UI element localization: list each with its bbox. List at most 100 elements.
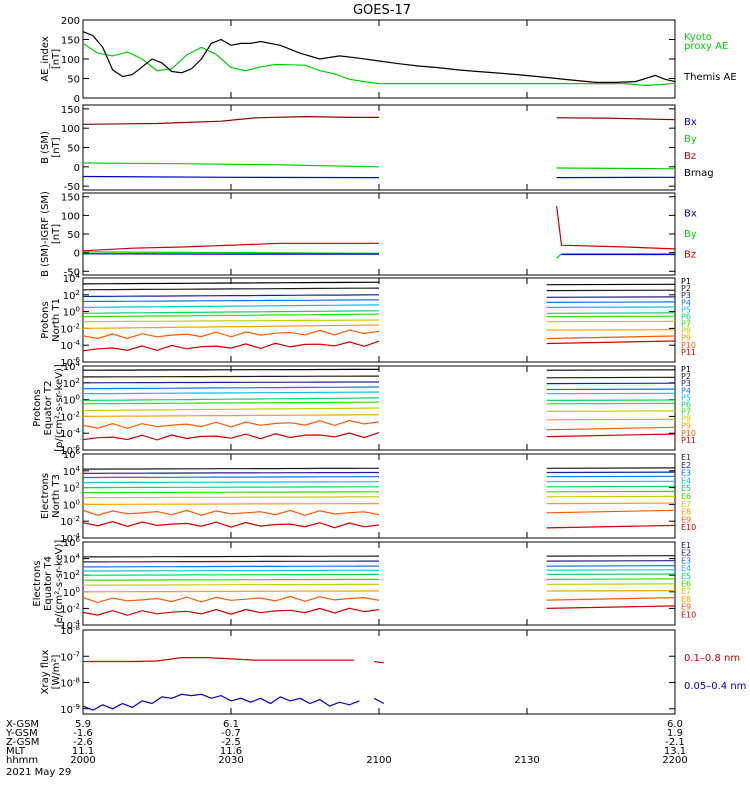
channel-line xyxy=(82,281,380,285)
y-axis-label: Xray flux[W/m²] xyxy=(40,650,62,695)
y-tick-label: 10-4 xyxy=(60,532,80,545)
legend-entry: Kyoto xyxy=(684,32,712,43)
footer-value: 11.6 xyxy=(220,746,242,757)
channel-line-late xyxy=(546,502,676,505)
channel-line xyxy=(82,324,380,329)
channel-line-late xyxy=(546,524,676,529)
series-line-0-05-0-4-nm xyxy=(82,693,360,711)
channel-line xyxy=(82,607,380,616)
channel-line xyxy=(83,590,379,593)
y-tick-label: 100 xyxy=(63,586,80,599)
legend-entry: proxy AE xyxy=(684,41,728,52)
legend-entry: E1 xyxy=(681,453,691,462)
legend-entry: P5 xyxy=(681,305,691,314)
panel-pnorth: 104 102 100 10-2 10-4 10-6 ProtonsNorth T1 P1P2… xyxy=(40,272,696,369)
legend-entry: Themis AE xyxy=(683,72,737,83)
channel-line xyxy=(82,432,380,441)
channel-line xyxy=(82,397,380,401)
footer-value: 2130 xyxy=(514,755,539,766)
legend-entry: E4 xyxy=(681,476,691,485)
y-tick-label: 150 xyxy=(61,105,80,116)
legend-entry: Bx xyxy=(684,209,697,220)
footer-value: -2.6 xyxy=(73,737,93,748)
channel-line-late xyxy=(546,426,676,431)
y-axis-label: B (SM)[nT] xyxy=(40,131,62,164)
channel-line xyxy=(83,467,379,470)
y-tick-label: 102 xyxy=(63,569,80,582)
y-axis-label: ElectronsEquator T4[e/(cm²-s-sr-keV)] xyxy=(32,540,65,628)
legend-entry: E10 xyxy=(681,523,696,532)
y-tick-label: 100 xyxy=(63,498,80,511)
legend-entry: E4 xyxy=(681,564,691,573)
channel-line xyxy=(82,578,379,581)
footer-row-label: X-GSM xyxy=(6,719,39,730)
series-line-by-late xyxy=(556,167,676,170)
legend-entry: P3 xyxy=(681,379,691,388)
legend-entry: E6 xyxy=(681,492,691,501)
y-tick-label: 10-8 xyxy=(60,624,80,637)
legend-entry: E5 xyxy=(681,572,691,581)
legend-entry: E3 xyxy=(681,469,691,478)
channel-line xyxy=(82,294,380,298)
y-tick-label: 100 xyxy=(61,211,80,222)
channel-line xyxy=(82,496,380,499)
y-tick-label: 0 xyxy=(74,249,80,260)
series-line-0-1-0-8-nm xyxy=(83,656,355,663)
y-tick-label: 0 xyxy=(74,163,80,174)
footer-row-label: Y-GSM xyxy=(5,728,38,739)
legend-entry: P9 xyxy=(681,334,691,343)
legend-entry: E5 xyxy=(681,484,691,493)
legend-entry: E3 xyxy=(681,556,691,565)
y-tick-label: 106 xyxy=(63,536,81,549)
footer-value: 6.1 xyxy=(223,719,239,730)
legend-entry: P10 xyxy=(681,341,696,350)
legend-entry: P10 xyxy=(681,429,696,438)
channel-line xyxy=(83,560,379,563)
footer-value: 1.9 xyxy=(667,728,683,739)
legend-entry: P6 xyxy=(681,400,691,409)
y-axis-label: ElectronsNorth T3 xyxy=(40,473,62,519)
series-line-0-05-0-4-nm-late xyxy=(373,697,385,705)
channel-line xyxy=(83,381,379,384)
y-tick-label: 10-6 xyxy=(60,356,80,369)
channel-line-late xyxy=(546,376,676,379)
channel-line-late xyxy=(546,433,676,438)
footer-row-label: Z-GSM xyxy=(6,737,39,748)
y-tick-label: 104 xyxy=(63,465,81,478)
channel-line xyxy=(83,569,380,572)
legend-entry: P9 xyxy=(681,422,691,431)
legend-entry: P5 xyxy=(681,393,691,402)
legend-entry: Bz xyxy=(684,151,696,162)
legend-entry: By xyxy=(684,229,697,240)
legend-entry: P2 xyxy=(681,284,691,293)
channel-line-late xyxy=(546,410,676,412)
legend-entry: E6 xyxy=(681,580,691,589)
legend-entry: E8 xyxy=(681,508,691,517)
y-axis-label: B (SM)-IGRF (SM)[nT] xyxy=(40,191,62,277)
y-tick-label: 102 xyxy=(63,482,80,495)
y-axis-label: ProtonsNorth T1 xyxy=(40,298,62,342)
legend-entry: By xyxy=(684,134,697,145)
y-tick-label: -50 xyxy=(64,182,80,193)
legend-entry: P1 xyxy=(681,277,691,286)
channel-line xyxy=(82,310,380,314)
legend-entry: P4 xyxy=(681,386,691,395)
plot-title: GOES-17 xyxy=(353,3,411,18)
footer-row-label: hhmm xyxy=(6,755,38,766)
footer-value: 2000 xyxy=(70,755,95,766)
channel-line-late xyxy=(546,597,676,601)
series-line-by xyxy=(82,162,380,168)
y-tick-label: 200 xyxy=(61,16,80,27)
footer-value: 13.1 xyxy=(664,746,686,757)
y-tick-label: 150 xyxy=(61,36,80,47)
channel-line xyxy=(82,386,380,390)
y-tick-label: 102 xyxy=(63,289,80,302)
footer-value: 6.0 xyxy=(667,719,683,730)
legend-entry: E1 xyxy=(681,541,691,550)
legend-entry: 0.05–0.4 nm xyxy=(684,681,746,692)
ephemeris-footer: X-GSM 5.9 6.1 6.0 Y-GSM -1.6 -0.7 1.9 Z-GSM -2.6 -… xyxy=(5,719,688,778)
footer-value: -2.5 xyxy=(221,737,241,748)
channel-line-late xyxy=(546,509,676,514)
